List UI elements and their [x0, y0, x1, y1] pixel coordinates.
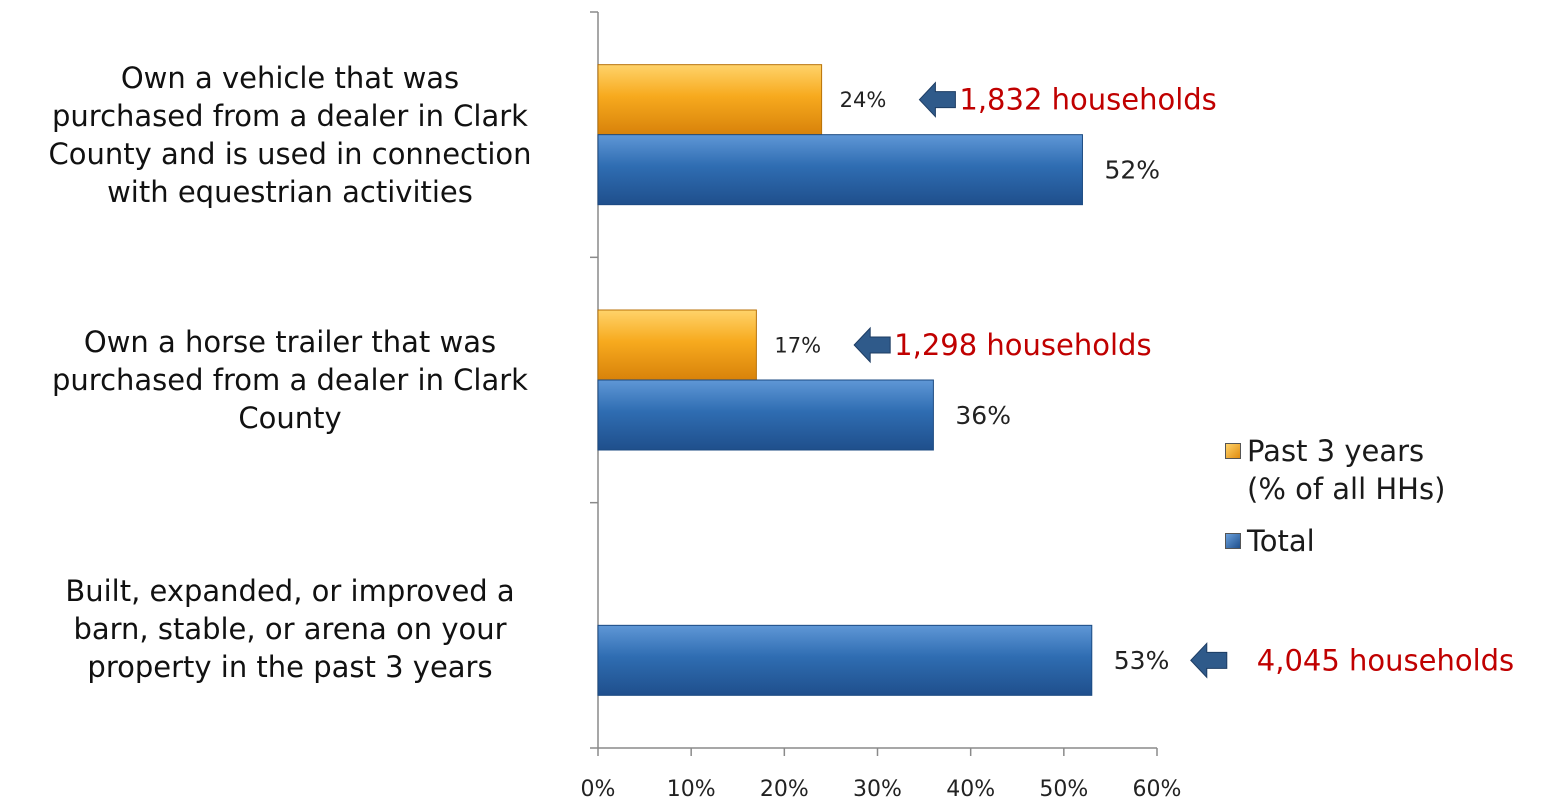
data-label: 36% — [955, 401, 1011, 430]
household-annotation: 4,045 households — [1257, 643, 1514, 677]
data-labels: 24% 52% 17% 36% 53% 1,832 households 1,298 hou… — [774, 81, 1514, 679]
legend: Past 3 years (% of all HHs) Total — [1225, 432, 1445, 560]
bar — [597, 64, 823, 136]
x-tick-label: 20% — [760, 777, 809, 802]
bars — [597, 64, 1093, 696]
x-tick-label: 30% — [853, 777, 902, 802]
category-label-line: barn, stable, or arena on your — [73, 612, 507, 647]
data-label: 24% — [840, 88, 887, 112]
x-tick-label: 40% — [946, 777, 995, 802]
x-tick-label: 60% — [1133, 777, 1182, 802]
axes: 0% 10% 20% 30% 40% 50% 60% — [581, 11, 1182, 802]
bar — [597, 134, 1083, 206]
household-annotation: 1,298 households — [894, 328, 1151, 362]
category-label-line: purchased from a dealer in Clark — [52, 363, 528, 397]
category-label: Built, expanded, or improved a barn, stab… — [0, 572, 580, 686]
data-label: 17% — [774, 333, 821, 357]
legend-swatch-total — [1225, 533, 1241, 549]
category-label-line: Own a vehicle that was — [120, 60, 460, 95]
x-tick-label: 10% — [667, 777, 716, 802]
x-tick-label: 0% — [581, 777, 616, 802]
legend-label-total: Total — [1247, 524, 1315, 558]
data-label: 52% — [1104, 155, 1160, 184]
category-label-line: County — [238, 401, 342, 435]
arrow-left-icon — [918, 81, 956, 118]
legend-swatch-past-3-years — [1225, 443, 1241, 459]
category-label-line: Own a horse trailer that was — [83, 325, 497, 359]
category-label-line: with equestrian activities — [107, 174, 473, 209]
bar — [597, 379, 934, 451]
arrow-left-icon — [1190, 642, 1228, 679]
legend-label-past-3-years: Past 3 years (% of all HHs) — [1247, 434, 1446, 506]
legend-item-total: Total — [1225, 522, 1445, 560]
bar — [597, 309, 757, 381]
category-label-line: Built, expanded, or improved a — [65, 574, 515, 609]
bar — [597, 624, 1093, 696]
arrow-left-icon — [853, 326, 891, 364]
x-tick-label: 50% — [1039, 777, 1088, 802]
household-annotation: 1,832 households — [959, 83, 1216, 117]
category-label-line: County and is used in connection — [48, 136, 532, 171]
data-label: 53% — [1114, 646, 1170, 675]
legend-item-past-3-years: Past 3 years (% of all HHs) — [1225, 432, 1445, 508]
category-label: Own a horse trailer that was purchased fr… — [0, 323, 580, 437]
category-label-line: property in the past 3 years — [87, 650, 493, 685]
category-label-line: purchased from a dealer in Clark — [52, 98, 528, 133]
category-label: Own a vehicle that was purchased from a d… — [0, 59, 580, 211]
